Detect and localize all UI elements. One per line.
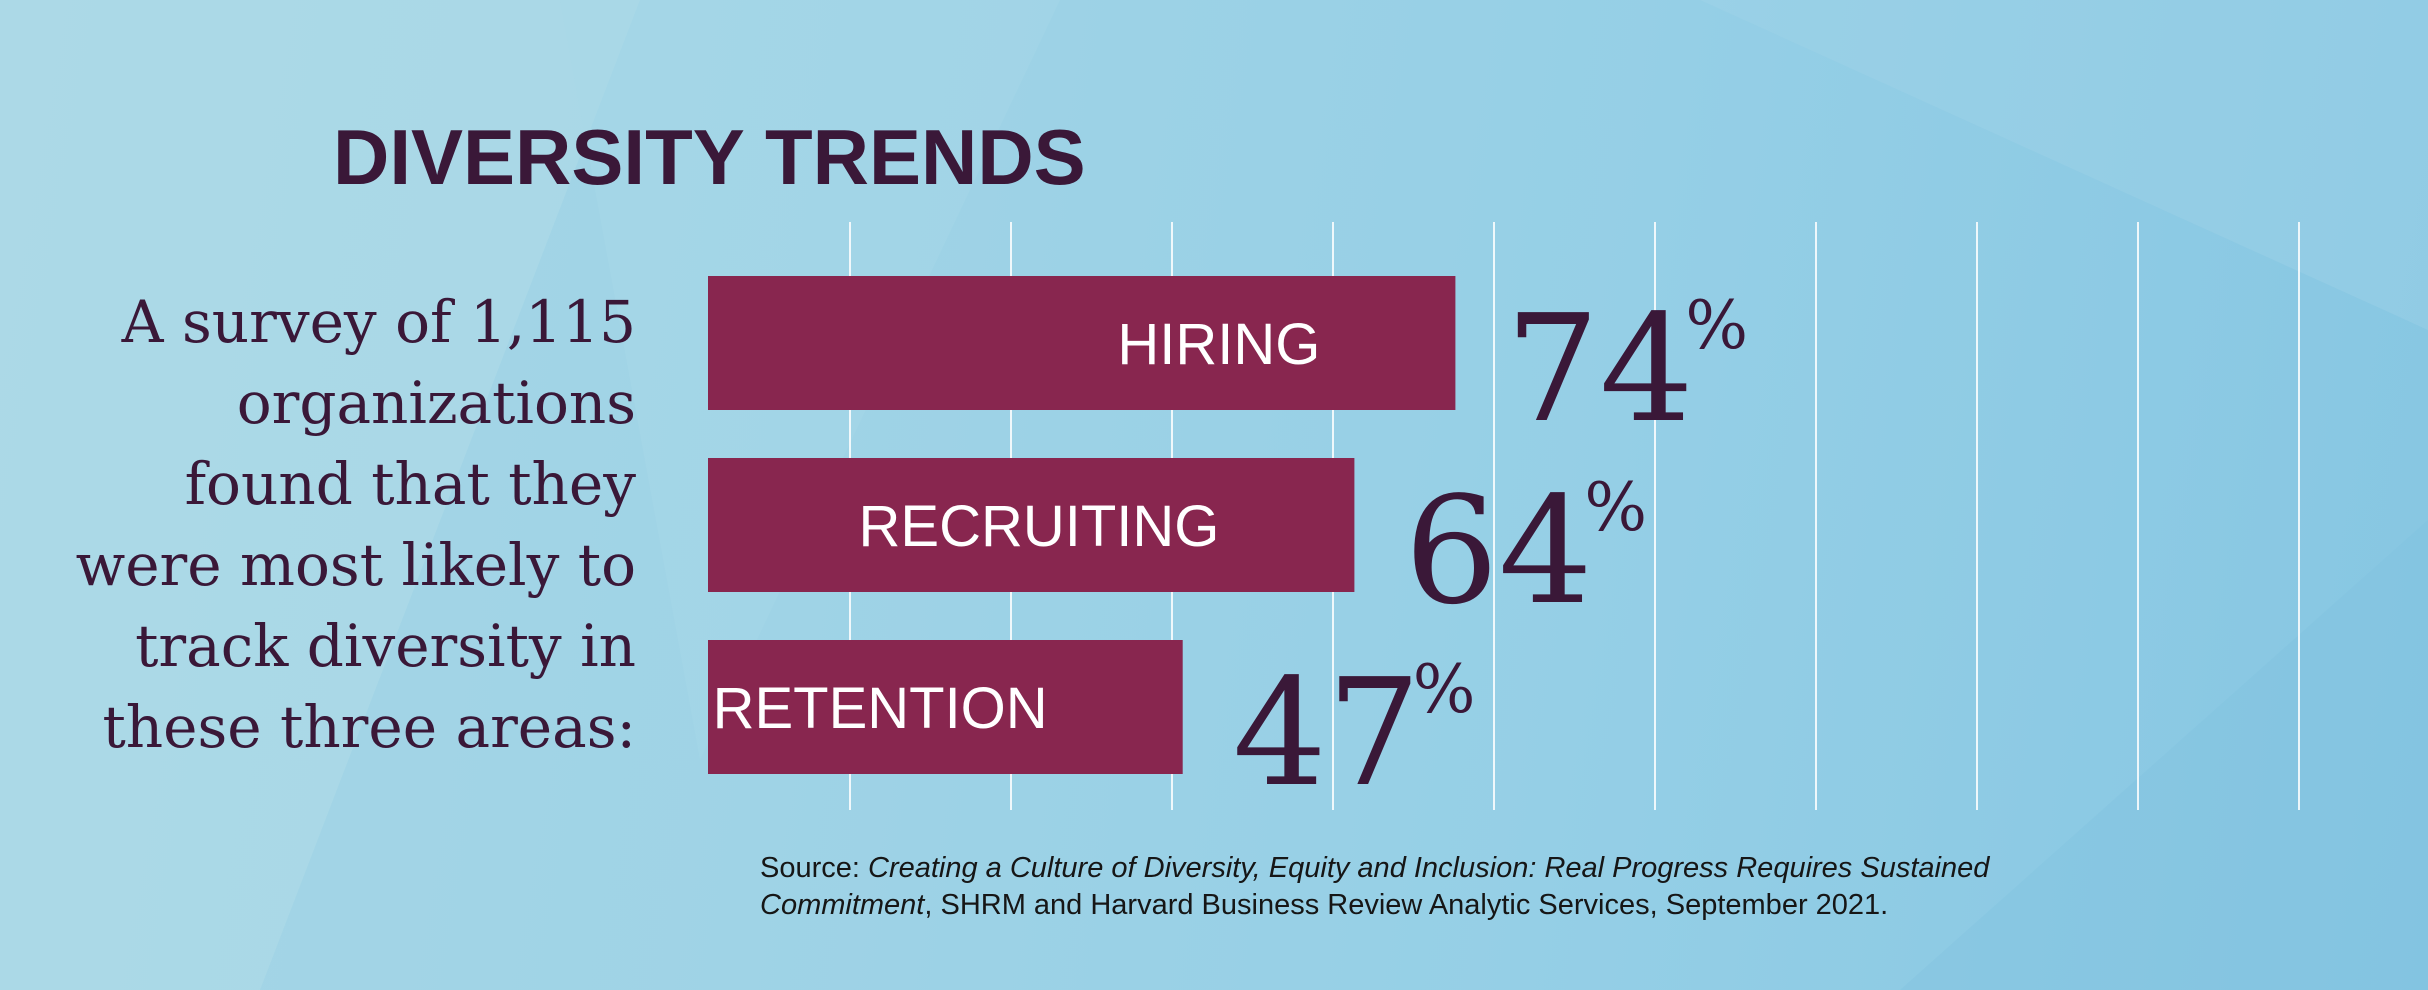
percent-sign: %	[1584, 469, 1647, 546]
bar-label-retention: RETENTION	[713, 676, 1048, 741]
percent-sign: %	[1685, 287, 1748, 364]
intro-line: track diversity in	[135, 612, 636, 680]
source-prefix: Source:	[760, 852, 868, 884]
source-rest: , SHRM and Harvard Business Review Analy…	[924, 889, 1889, 921]
value-label: 74	[1505, 283, 1693, 455]
page-title: DIVERSITY TRENDS	[333, 113, 1086, 201]
intro-line: were most likely to	[75, 531, 636, 599]
source-citation: Source: Creating a Culture of Diversity,…	[760, 850, 2160, 924]
value-label: 47	[1233, 647, 1421, 819]
bar-hiring	[708, 276, 1456, 410]
source-title-part-2: Commitment	[760, 889, 925, 921]
intro-line: A survey of 1,115	[121, 288, 636, 356]
intro-line: these three areas:	[102, 693, 637, 761]
bar-recruiting	[708, 458, 1355, 592]
intro-text: A survey of 1,115 organizations found th…	[16, 282, 636, 768]
source-title-part-1: Creating a Culture of Diversity, Equity …	[868, 852, 1990, 884]
bar-label-recruiting: RECRUITING	[859, 494, 1220, 559]
bar-label-hiring: HIRING	[1117, 312, 1320, 377]
bar-retention	[708, 640, 1183, 774]
intro-line: organizations	[236, 369, 636, 437]
percent-sign: %	[1413, 651, 1476, 728]
value-label: 64	[1404, 465, 1592, 637]
intro-line: found that they	[184, 450, 636, 518]
